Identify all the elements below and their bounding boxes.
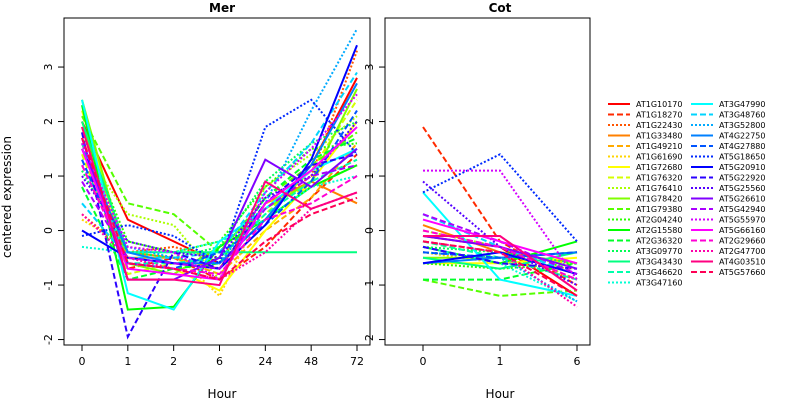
legend-label: AT3G48760 (719, 111, 765, 120)
legend-label: AT1G76410 (636, 184, 682, 193)
series-line-mer-AT5G57660 (81, 137, 358, 281)
series-line-cot-AT3G47990 (422, 191, 578, 297)
legend-label: AT5G25560 (719, 184, 765, 193)
legend-label: AT4G03510 (719, 258, 765, 267)
legend-label: AT1G18270 (636, 111, 682, 120)
series-line-cot-AT1G79380 (422, 278, 578, 297)
series-line-cot-AT5G55970 (423, 169, 578, 281)
legend-label: AT1G10170 (636, 100, 682, 109)
legend-label: AT5G26610 (719, 195, 765, 204)
plot-frame-cot (384, 17, 591, 346)
series-line-mer-AT5G18650 (81, 98, 358, 265)
series-line-cot-AT5G57660 (422, 240, 578, 297)
legend-label: AT1G78420 (636, 195, 682, 204)
series-group-mer (81, 28, 358, 340)
series-line-cot-AT5G22920 (422, 245, 578, 270)
x-tick-label-cot: 1 (497, 355, 504, 368)
y-tick-label-mer: 2 (42, 118, 55, 125)
y-tick-label-mer: -1 (42, 280, 55, 291)
legend-label: AT5G22920 (719, 174, 765, 183)
panel-cot: Cot Hour 0 1 6 -2 -1 0 1 2 3 (363, 1, 591, 400)
panel-title-mer: Mer (209, 1, 235, 15)
x-tick-label-mer: 24 (258, 355, 272, 368)
series-line-cot-AT5G26610 (422, 235, 578, 270)
y-tick-label-cot: 2 (363, 118, 376, 125)
y-tick-label-mer: -2 (42, 334, 55, 345)
plot-frame-mer (63, 17, 371, 346)
y-tick-label-cot: 0 (363, 227, 376, 234)
y-tick-label-mer: 3 (42, 64, 55, 71)
legend-label: AT1G49210 (636, 142, 682, 151)
y-axis-title: centered expression (0, 136, 14, 258)
x-axis-title-mer: Hour (208, 387, 237, 400)
legend-label: AT2G36320 (636, 237, 682, 246)
panel-title-cot: Cot (489, 1, 512, 15)
y-tick-label-cot: -1 (363, 280, 376, 291)
legend-label: AT3G43430 (636, 258, 682, 267)
series-line-mer-AT1G76410 (81, 115, 358, 282)
x-tick-label-cot: 6 (574, 355, 581, 368)
legend-label: AT2G29660 (719, 237, 765, 246)
series-line-mer-AT4G03510 (81, 126, 358, 287)
legend-label: AT1G22430 (636, 121, 682, 130)
series-line-mer-AT2G29660 (81, 164, 358, 276)
legend-label: AT2G47700 (719, 247, 765, 256)
series-line-cot-AT2G15580 (422, 240, 578, 265)
x-tick-label-mer: 1 (124, 355, 131, 368)
x-tick-label-mer: 72 (350, 355, 364, 368)
x-tick-label-mer: 48 (304, 355, 318, 368)
x-tick-label-cot: 0 (420, 355, 427, 368)
legend: AT1G10170AT1G18270AT1G22430AT1G33480AT1G… (608, 100, 765, 288)
legend-label: AT1G76320 (636, 174, 682, 183)
legend-label: AT3G09770 (636, 247, 682, 256)
legend-label: AT5G66160 (719, 226, 765, 235)
legend-label: AT3G52800 (719, 121, 765, 130)
x-tick-label-mer: 0 (79, 355, 86, 368)
series-line-cot-AT4G03510 (423, 235, 578, 292)
series-line-cot-AT5G66160 (422, 218, 578, 265)
series-line-cot-AT5G18650 (422, 153, 578, 243)
legend-label: AT1G61690 (636, 153, 682, 162)
series-group-cot (422, 126, 578, 308)
legend-label: AT3G46620 (636, 268, 682, 277)
legend-label: AT3G47160 (636, 279, 682, 288)
legend-label: AT5G57660 (719, 268, 765, 277)
legend-label: AT5G55970 (719, 216, 765, 225)
y-tick-label-cot: 1 (363, 173, 376, 180)
x-axis-title-cot: Hour (486, 387, 515, 400)
legend-label: AT3G47990 (719, 100, 765, 109)
x-tick-label-mer: 2 (170, 355, 177, 368)
y-tick-label-cot: 3 (363, 64, 376, 71)
legend-label: AT1G72680 (636, 163, 682, 172)
series-line-mer-AT4G22750 (81, 82, 358, 265)
y-tick-label-mer: 0 (42, 227, 55, 234)
legend-label: AT5G42940 (719, 205, 765, 214)
legend-label: AT4G27880 (719, 142, 765, 151)
legend-label: AT5G20910 (719, 163, 765, 172)
y-tick-label-mer: 1 (42, 173, 55, 180)
series-line-cot-AT4G27880 (422, 251, 578, 259)
legend-label: AT4G22750 (719, 132, 765, 141)
legend-label: AT1G33480 (636, 132, 682, 141)
legend-label: AT1G79380 (636, 205, 682, 214)
legend-label: AT2G15580 (636, 226, 682, 235)
legend-label: AT5G18650 (719, 153, 765, 162)
y-tick-label-cot: -2 (363, 334, 376, 345)
panel-mer: Mer Hour centered expression 0 1 2 6 24 48 72 -… (0, 1, 371, 400)
legend-label: AT2G04240 (636, 216, 682, 225)
x-tick-label-mer: 6 (216, 355, 223, 368)
series-line-mer-AT5G42940 (81, 164, 358, 270)
series-line-mer-AT1G22430 (81, 50, 358, 259)
